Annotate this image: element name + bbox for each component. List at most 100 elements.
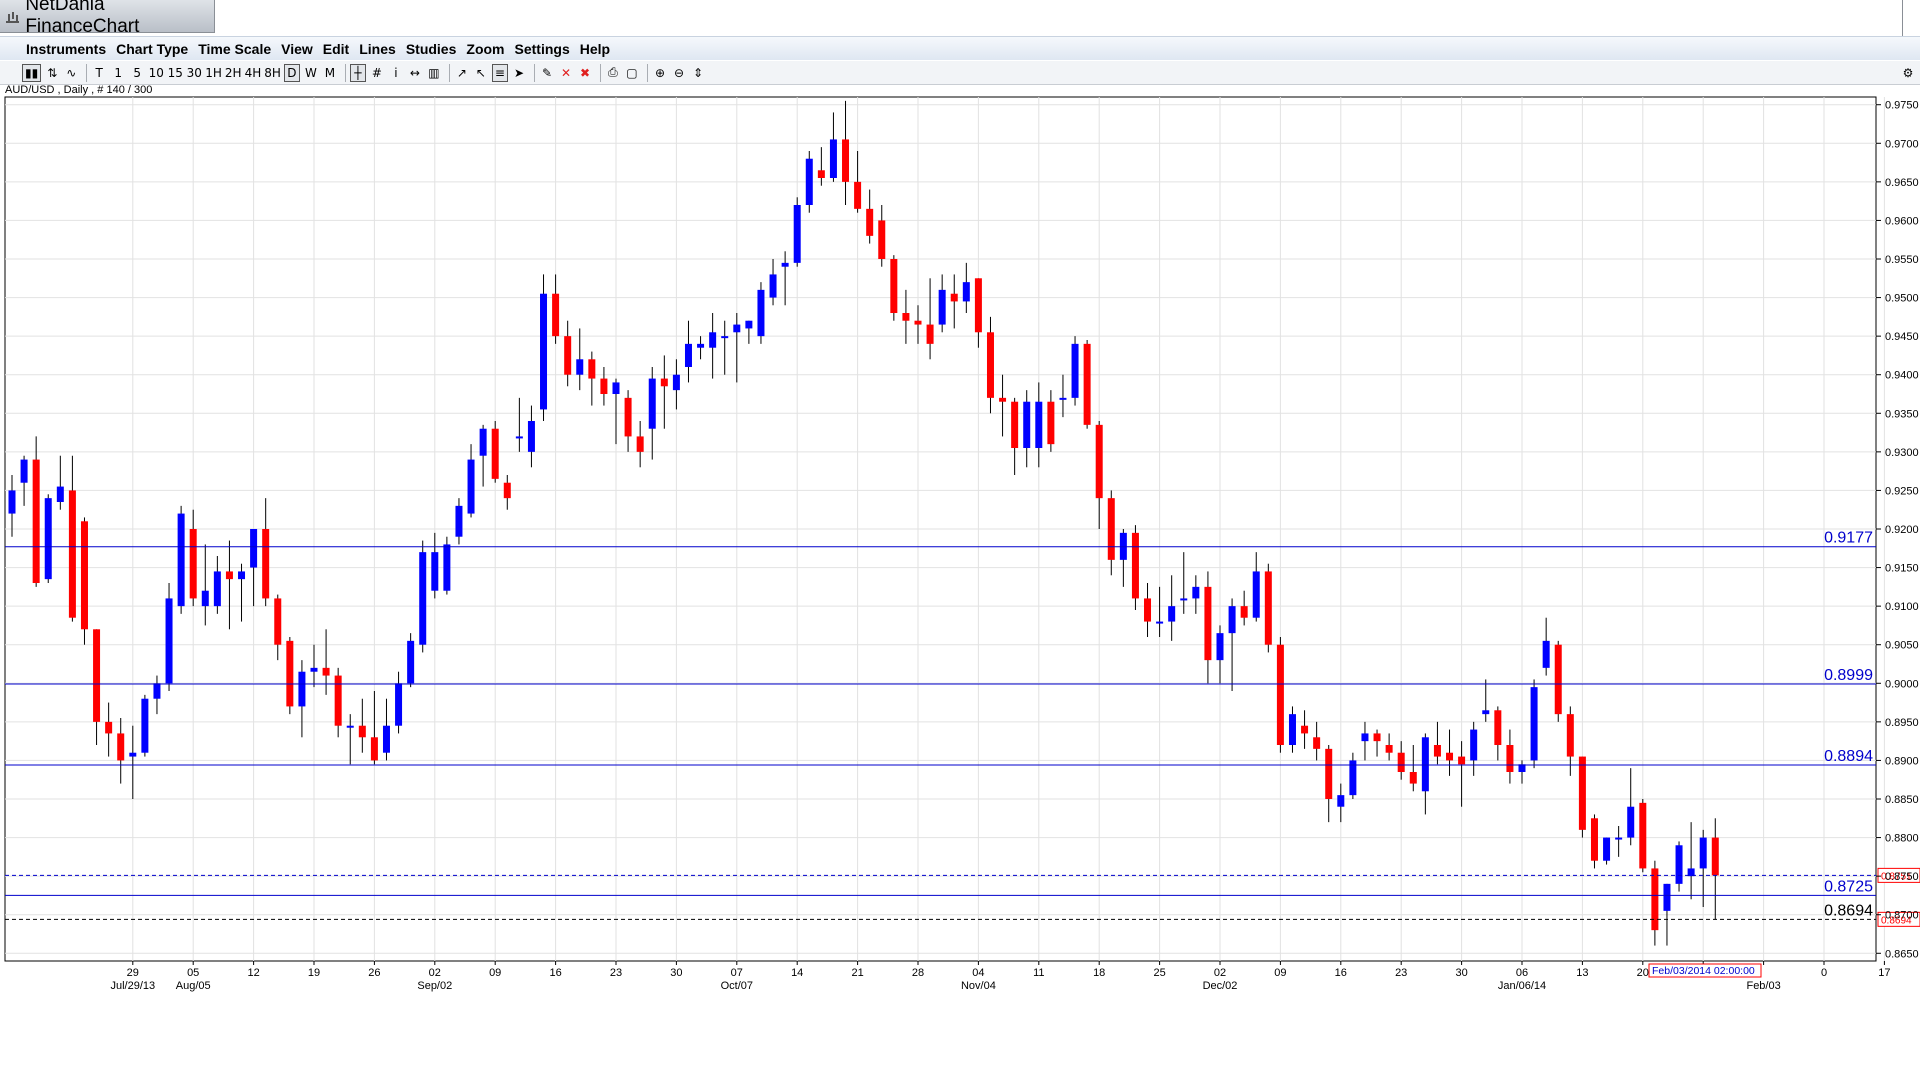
candlestick-chart[interactable]: 0.9177 0.8999 0.8894 0.8725 0.8751 0.8694 0.86… xyxy=(0,95,1920,995)
candle-body-up xyxy=(1228,606,1236,634)
candle-body-down xyxy=(842,139,850,182)
volume-icon[interactable]: ▥ xyxy=(428,65,440,80)
zoom-fit-icon[interactable]: ⇕ xyxy=(692,65,703,80)
y-tick-label: 0.8700 xyxy=(1885,910,1919,922)
menu-edit[interactable]: Edit xyxy=(322,40,350,57)
candle-body-up xyxy=(1627,806,1635,838)
ohlc-bars-icon[interactable]: ⇅ xyxy=(47,65,58,80)
candle-body-down xyxy=(1458,756,1466,765)
timescale-4h[interactable]: 4H xyxy=(244,65,262,80)
x-tick-label: 12 xyxy=(247,967,259,979)
delete-icon[interactable]: ✕ xyxy=(560,65,571,80)
zoom-in-icon[interactable]: ⊕ xyxy=(654,65,665,80)
candle-body-up xyxy=(938,289,946,325)
line-chart-icon[interactable]: ∿ xyxy=(66,65,77,80)
menu-lines[interactable]: Lines xyxy=(359,40,396,57)
y-tick-label: 0.9100 xyxy=(1885,601,1919,613)
candle-body-down xyxy=(660,378,668,387)
menu-help[interactable]: Help xyxy=(579,40,611,57)
candle-body-down xyxy=(1409,772,1417,784)
candles xyxy=(8,100,1719,946)
candle-body-up xyxy=(467,459,475,514)
timescale-30min[interactable]: 30 xyxy=(186,65,202,80)
candle-body-down xyxy=(1047,401,1055,445)
toolbar-separator xyxy=(448,63,450,82)
menu-chart-type[interactable]: Chart Type xyxy=(116,40,189,57)
timescale-10min[interactable]: 10 xyxy=(148,65,164,80)
candle-body-up xyxy=(1663,883,1671,911)
candle-body-up xyxy=(153,683,161,699)
x-tick-label: 25 xyxy=(1153,967,1165,979)
timescale-2h[interactable]: 2H xyxy=(224,65,242,80)
y-tick-label: 0.8850 xyxy=(1885,794,1919,806)
app-title: NetDania FinanceChart xyxy=(25,0,140,37)
candle-body-down xyxy=(914,320,922,325)
price-tag-box xyxy=(1877,911,1920,927)
app-title-tab[interactable]: NetDania FinanceChart xyxy=(0,0,215,37)
menu-view[interactable]: View xyxy=(281,40,313,57)
candle-body-up xyxy=(612,382,620,394)
info-icon[interactable]: i xyxy=(394,65,398,80)
candle-body-up xyxy=(1059,397,1067,400)
candle-body-up xyxy=(298,671,306,707)
y-tick-label: 0.8650 xyxy=(1885,948,1919,960)
candle-body-up xyxy=(793,205,801,263)
timescale-weekly[interactable]: W xyxy=(304,65,317,80)
timescale-tick[interactable]: T xyxy=(95,65,103,80)
timescale-8h[interactable]: 8H xyxy=(264,65,281,80)
menu-studies[interactable]: Studies xyxy=(405,40,457,57)
timescale-daily[interactable]: D xyxy=(283,63,300,82)
menu-zoom[interactable]: Zoom xyxy=(466,40,505,57)
candle-body-up xyxy=(395,683,403,726)
y-tick-label: 0.9000 xyxy=(1885,678,1919,690)
timescale-1h[interactable]: 1H xyxy=(205,65,222,80)
grid-icon[interactable]: # xyxy=(371,65,382,80)
delete-all-icon[interactable]: ✖ xyxy=(579,65,590,80)
crosshair-icon[interactable]: ┼ xyxy=(349,63,366,82)
candle-body-down xyxy=(1566,714,1574,757)
candle-body-up xyxy=(1530,687,1538,761)
candle-body-down xyxy=(1433,745,1441,757)
print-preview-icon[interactable]: ▢ xyxy=(626,65,638,80)
price-tag-label: 0.8694 xyxy=(1881,915,1912,926)
candlestick-chart-icon[interactable]: ▮▮ xyxy=(22,63,42,82)
menu-time-scale[interactable]: Time Scale xyxy=(198,40,272,57)
x-tick-label: 13 xyxy=(1576,967,1588,979)
candle-body-up xyxy=(8,490,16,514)
x-tick-label: 0 xyxy=(1821,967,1827,979)
trendline-icon[interactable]: ↗ xyxy=(456,65,467,80)
x-tick-sublabel: Dec/02 xyxy=(1203,980,1238,992)
candle-body-up xyxy=(1349,760,1357,796)
candle-body-up xyxy=(527,421,535,452)
pan-arrows-icon[interactable]: ↔ xyxy=(409,65,420,80)
candle-body-down xyxy=(1385,745,1393,753)
zoom-out-icon[interactable]: ⊖ xyxy=(673,65,684,80)
candle-body-up xyxy=(1192,586,1200,599)
candle-body-up xyxy=(201,590,209,607)
pointer-icon[interactable]: ➤ xyxy=(513,65,524,80)
candle-body-down xyxy=(1107,498,1115,560)
y-tick-label: 0.8950 xyxy=(1885,717,1919,729)
settings-gear-icon[interactable]: ⚙ xyxy=(1902,65,1914,80)
candle-body-down xyxy=(1554,644,1562,715)
y-tick-label: 0.8900 xyxy=(1885,755,1919,767)
timescale-15min[interactable]: 15 xyxy=(167,65,183,80)
fibonacci-icon[interactable]: ≡ xyxy=(491,63,508,82)
toolbar-separator xyxy=(533,63,535,82)
y-tick-label: 0.8800 xyxy=(1885,833,1919,845)
x-tick-label: 19 xyxy=(308,967,320,979)
candle-body-up xyxy=(1216,633,1224,661)
candle-body-up xyxy=(1168,606,1176,622)
print-icon[interactable]: ⎙ xyxy=(608,65,618,79)
timescale-monthly[interactable]: M xyxy=(324,65,336,80)
candle-body-down xyxy=(926,324,934,344)
timescale-5min[interactable]: 5 xyxy=(133,65,142,80)
ray-line-icon[interactable]: ↖ xyxy=(475,65,486,80)
timescale-1min[interactable]: 1 xyxy=(114,65,123,80)
toolbar-separator xyxy=(344,63,346,82)
menu-settings[interactable]: Settings xyxy=(514,40,570,57)
pencil-icon[interactable]: ✎ xyxy=(541,65,552,80)
candle-body-up xyxy=(769,274,777,298)
menu-instruments[interactable]: Instruments xyxy=(26,40,107,57)
candle-body-down xyxy=(1204,586,1212,661)
